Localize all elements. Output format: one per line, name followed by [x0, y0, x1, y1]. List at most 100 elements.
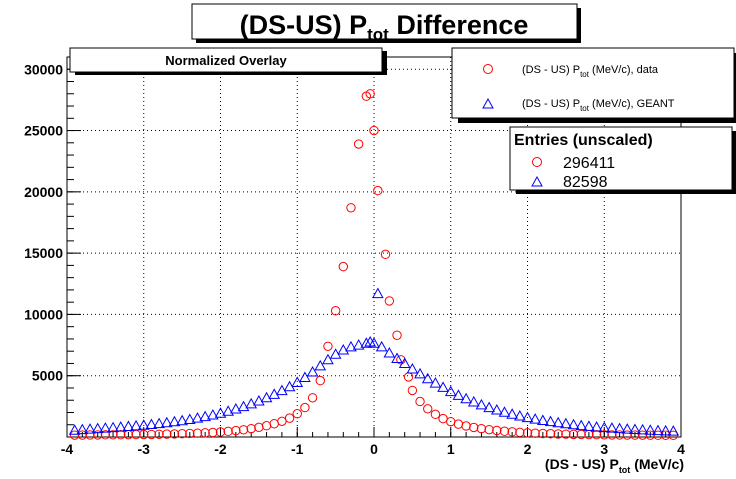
data-point-circle	[85, 430, 95, 440]
data-point-triangle	[206, 409, 219, 420]
data-point-circle	[154, 429, 164, 440]
data-point-circle	[77, 430, 88, 440]
data-point-circle	[139, 429, 149, 440]
data-point-triangle	[76, 423, 89, 435]
data-point-triangle	[452, 389, 465, 400]
data-point-circle	[346, 203, 356, 213]
data-point-circle	[246, 423, 256, 434]
plot-area: -4 -3 -2 -1 0 1 2 3 4 5000 10000 15000 20000 25000 300…	[24, 56, 685, 457]
data-point-circle	[561, 429, 571, 439]
data-point-triangle	[322, 353, 334, 365]
data-point-triangle	[644, 424, 657, 435]
data-point-triangle	[199, 410, 211, 422]
data-point-triangle	[183, 413, 196, 424]
data-point-circle	[185, 428, 195, 439]
data-point-triangle	[598, 421, 611, 433]
y-tick-label: 30000	[24, 61, 63, 77]
data-point-circle	[507, 427, 517, 437]
data-point-triangle	[629, 423, 641, 435]
data-point-triangle	[368, 337, 380, 348]
data-point-triangle	[529, 413, 542, 424]
stats-geant-marker	[531, 175, 543, 187]
data-point-circle	[116, 430, 126, 440]
x-tick-label: -2	[214, 441, 227, 457]
y-tick-label: 25000	[24, 123, 63, 139]
series-data	[69, 89, 679, 440]
data-point-triangle	[567, 418, 580, 430]
data-point-circle	[323, 341, 333, 351]
data-point-triangle	[268, 388, 281, 399]
data-point-triangle	[414, 367, 426, 379]
data-point-triangle	[606, 422, 618, 433]
data-point-circle	[238, 425, 249, 435]
data-point-triangle	[460, 392, 472, 404]
data-point-triangle	[490, 404, 503, 415]
data-point-triangle	[253, 394, 265, 406]
data-point-circle	[553, 429, 563, 439]
data-point-triangle	[245, 397, 258, 409]
x-tick-label: 1	[447, 441, 455, 457]
data-point-circle	[392, 330, 402, 340]
data-point-triangle	[214, 407, 227, 418]
data-point-triangle	[137, 419, 150, 430]
data-point-triangle	[383, 347, 396, 358]
data-point-triangle	[107, 421, 119, 433]
data-point-circle	[330, 306, 341, 316]
data-point-triangle	[114, 421, 127, 432]
data-point-circle	[499, 426, 510, 436]
data-point-circle	[630, 430, 640, 440]
data-point-circle	[208, 427, 218, 438]
stats-geant-entries: 82598	[563, 174, 608, 191]
chart-title: (DS-US) Ptot Difference	[240, 10, 529, 44]
data-point-circle	[100, 430, 111, 440]
data-point-circle	[530, 428, 540, 438]
title-rest: Difference	[389, 10, 529, 40]
x-tick-label: 3	[600, 441, 608, 457]
data-point-triangle	[575, 419, 588, 431]
x-tick-label: -4	[61, 441, 74, 457]
data-point-triangle	[437, 381, 449, 392]
data-point-circle	[200, 428, 210, 438]
data-point-circle	[353, 139, 364, 149]
data-point-triangle	[613, 422, 626, 434]
data-point-circle	[277, 416, 287, 427]
data-point-triangle	[421, 372, 434, 384]
data-point-circle	[576, 429, 586, 440]
data-point-triangle	[260, 391, 273, 403]
data-point-circle	[545, 429, 556, 439]
data-point-circle	[568, 429, 579, 440]
data-point-circle	[637, 430, 648, 440]
data-point-triangle	[560, 417, 572, 429]
data-point-triangle	[659, 424, 672, 436]
data-point-triangle	[429, 377, 442, 388]
data-point-circle	[177, 428, 187, 439]
data-point-triangle	[444, 385, 457, 397]
data-point-circle	[469, 422, 479, 433]
data-point-circle	[192, 428, 203, 438]
data-point-triangle	[345, 340, 357, 352]
data-point-circle	[607, 430, 617, 440]
data-point-circle	[614, 430, 625, 440]
data-point-circle	[223, 426, 233, 437]
data-point-triangle	[621, 423, 634, 434]
x-axis-title: (DS - US) Ptot (MeV/c)	[545, 456, 684, 475]
data-point-triangle	[483, 401, 495, 413]
legend-data-marker	[483, 64, 493, 74]
data-point-triangle	[306, 366, 319, 377]
data-point-circle	[254, 422, 264, 433]
data-point-triangle	[84, 423, 96, 434]
data-point-triangle	[176, 414, 188, 426]
legend: (DS - US) Ptot (MeV/c), data (DS - US) P…	[451, 47, 736, 123]
data-point-triangle	[375, 340, 388, 352]
data-point-triangle	[506, 408, 518, 419]
data-point-triangle	[91, 422, 104, 434]
data-point-circle	[430, 409, 441, 420]
data-point-circle	[300, 402, 310, 413]
data-point-triangle	[467, 395, 480, 407]
data-point-triangle	[160, 416, 173, 428]
data-point-circle	[492, 425, 502, 436]
data-point-circle	[599, 430, 609, 440]
data-point-circle	[380, 249, 391, 260]
title-sub: tot	[367, 25, 389, 44]
data-point-circle	[645, 430, 655, 440]
